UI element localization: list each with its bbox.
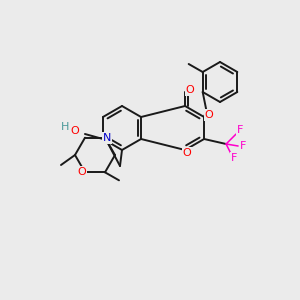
Text: N: N — [103, 133, 111, 143]
Text: O: O — [78, 167, 86, 177]
Text: F: F — [231, 153, 237, 163]
Text: O: O — [186, 85, 194, 95]
Text: O: O — [70, 126, 79, 136]
Text: O: O — [183, 148, 191, 158]
Text: O: O — [205, 110, 214, 120]
Text: H: H — [61, 122, 69, 132]
Text: F: F — [237, 125, 243, 135]
Text: F: F — [240, 141, 246, 151]
